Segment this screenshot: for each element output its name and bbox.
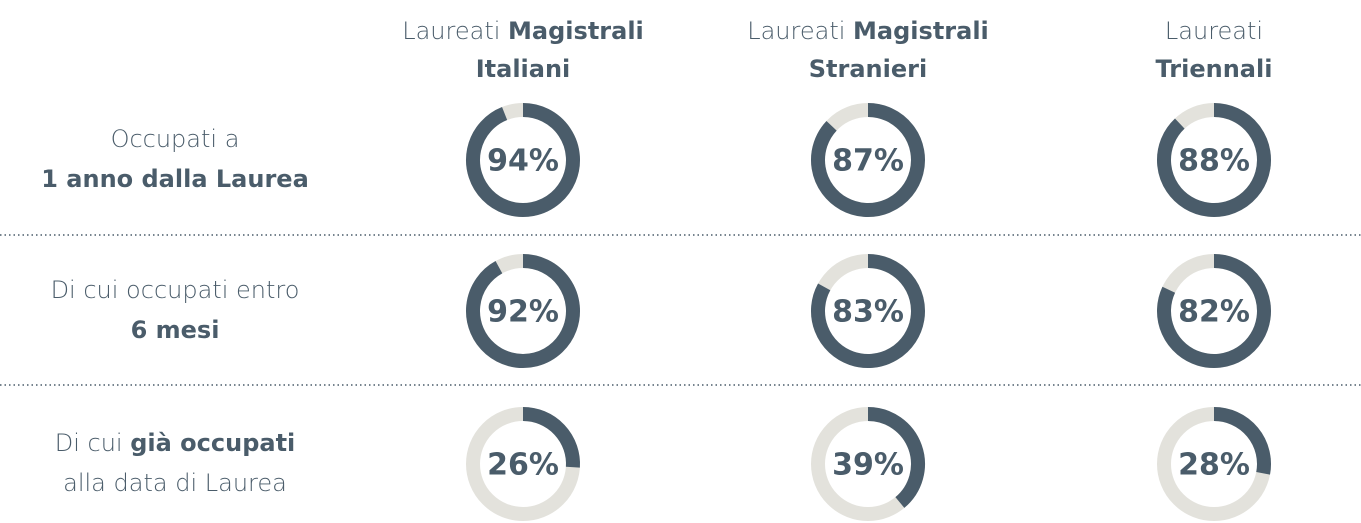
text-segment: Di cui occupati entro [51,276,300,304]
row-label: Di cui già occupati [55,429,296,457]
text-segment: Magistrali [508,17,644,45]
donut-arc [522,407,580,468]
donut-arc [1157,254,1271,368]
value-label: 87% [832,144,904,179]
text-segment: Stranieri [809,55,927,83]
donut-arc [466,254,580,368]
text-segment: Triennali [1156,55,1273,83]
text-segment: Magistrali [853,17,989,45]
text-segment: Laureati [1165,17,1263,45]
row-label: 6 mesi [131,316,220,344]
value-label: 39% [832,448,904,483]
text-segment: Occupati a [111,125,240,153]
text-segment: 1 anno dalla Laurea [41,165,309,193]
text-segment: alla data di Laurea [63,469,287,497]
donut-arc [1213,407,1271,475]
value-label: 82% [1178,295,1250,330]
column-header: Stranieri [809,55,927,83]
value-label: 88% [1178,144,1250,179]
donut-arc [867,407,925,508]
column-header: Triennali [1156,55,1273,83]
text-segment: Laureati [747,17,845,45]
text-segment: 6 mesi [131,316,220,344]
value-label: 28% [1178,448,1250,483]
value-label: 94% [487,144,559,179]
text-segment: Italiani [476,55,571,83]
row-label: Di cui occupati entro [51,276,300,304]
column-header: Laureati Magistrali [747,17,989,45]
donut-arc [811,254,925,368]
row-label: alla data di Laurea [63,469,287,497]
column-header: Laureati Magistrali [402,17,644,45]
text-segment: Laureati [402,17,500,45]
value-label: 92% [487,295,559,330]
row-label: 1 anno dalla Laurea [41,165,309,193]
donut-arc [811,103,925,217]
text-segment: già occupati [130,429,295,457]
row-label: Occupati a [111,125,240,153]
value-label: 26% [487,448,559,483]
donut-arc [466,103,580,217]
value-label: 83% [832,295,904,330]
donut-arc [1157,103,1271,217]
column-header: Laureati [1165,17,1263,45]
text-segment: Di cui [55,429,123,457]
column-header: Italiani [476,55,571,83]
